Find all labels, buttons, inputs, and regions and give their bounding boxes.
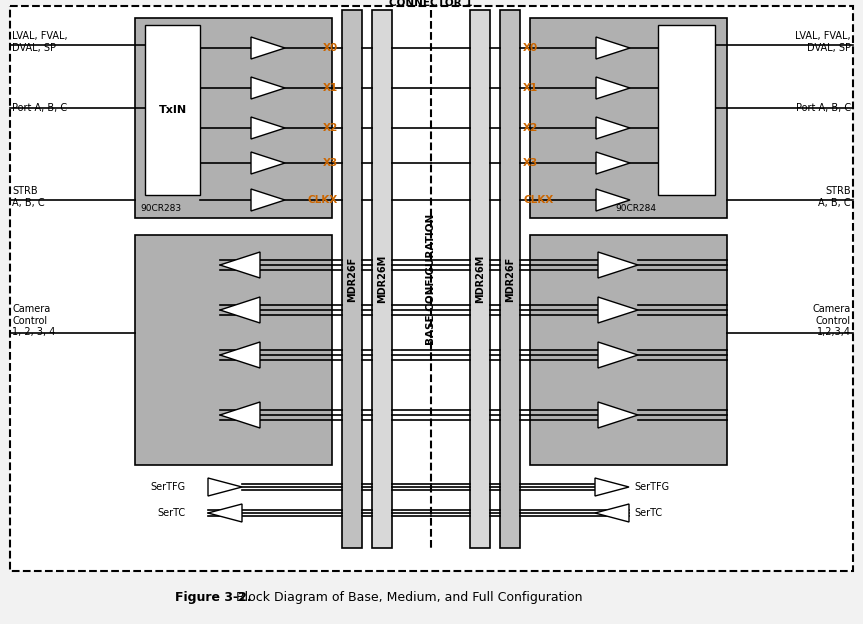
Text: TxIN: TxIN [159,105,186,115]
Text: Port A, B, C: Port A, B, C [796,103,851,113]
Polygon shape [596,117,630,139]
Polygon shape [595,478,629,496]
Text: MDR26M: MDR26M [377,255,387,303]
Bar [372,10,392,548]
Polygon shape [598,297,638,323]
Text: LVAL, FVAL,
DVAL, SP: LVAL, FVAL, DVAL, SP [12,31,67,53]
Bar [470,10,490,548]
Text: BASE CONFIGURATION: BASE CONFIGURATION [426,213,436,344]
Polygon shape [596,189,630,211]
Polygon shape [220,342,260,368]
Text: Camera
Control
1, 2, 3, 4: Camera Control 1, 2, 3, 4 [12,304,55,337]
Text: Figure 3-2.: Figure 3-2. [175,590,252,603]
Polygon shape [598,342,638,368]
Polygon shape [596,37,630,59]
Text: CLKX: CLKX [523,195,553,205]
Bar [145,25,200,195]
Text: X0: X0 [523,43,539,53]
Text: STRB
A, B, C: STRB A, B, C [12,186,45,208]
Text: X0: X0 [323,43,338,53]
Polygon shape [251,117,285,139]
Text: X2: X2 [323,123,338,133]
Polygon shape [208,478,242,496]
Bar [530,235,727,465]
Polygon shape [251,152,285,174]
Bar [530,18,727,218]
Text: LVAL, FVAL,
DVAL, SP: LVAL, FVAL, DVAL, SP [796,31,851,53]
Polygon shape [596,152,630,174]
Bar [135,235,332,465]
Bar [342,10,362,548]
Text: CLKX: CLKX [308,195,338,205]
Text: STRB
A, B, C: STRB A, B, C [818,186,851,208]
Text: MDR26M: MDR26M [475,255,485,303]
Text: Port A, B, C: Port A, B, C [12,103,67,113]
Bar [135,18,332,218]
Text: Block Diagram of Base, Medium, and Full Configuration: Block Diagram of Base, Medium, and Full … [228,590,583,603]
Text: 90CR284: 90CR284 [615,204,656,213]
Polygon shape [208,504,242,522]
Polygon shape [220,252,260,278]
Text: X3: X3 [323,158,338,168]
Polygon shape [220,297,260,323]
Polygon shape [598,402,638,428]
Polygon shape [251,37,285,59]
Text: SerTFG: SerTFG [150,482,185,492]
Text: MDR26F: MDR26F [505,256,515,301]
Text: X2: X2 [523,123,539,133]
Text: Camera
Control
1,2,3,4: Camera Control 1,2,3,4 [813,304,851,337]
Polygon shape [251,189,285,211]
Text: SerTFG: SerTFG [634,482,669,492]
Text: X3: X3 [523,158,539,168]
Polygon shape [598,252,638,278]
Polygon shape [220,402,260,428]
Text: 90CR283: 90CR283 [140,204,181,213]
Polygon shape [251,77,285,99]
Polygon shape [595,504,629,522]
Bar [658,25,715,195]
Polygon shape [596,77,630,99]
Bar [500,10,520,548]
Text: X1: X1 [523,83,539,93]
Text: X1: X1 [323,83,338,93]
Text: SerTC: SerTC [634,508,662,518]
Text: SerTC: SerTC [157,508,185,518]
Text: CONNECTOR 1: CONNECTOR 1 [389,0,473,8]
Text: MDR26F: MDR26F [347,256,357,301]
